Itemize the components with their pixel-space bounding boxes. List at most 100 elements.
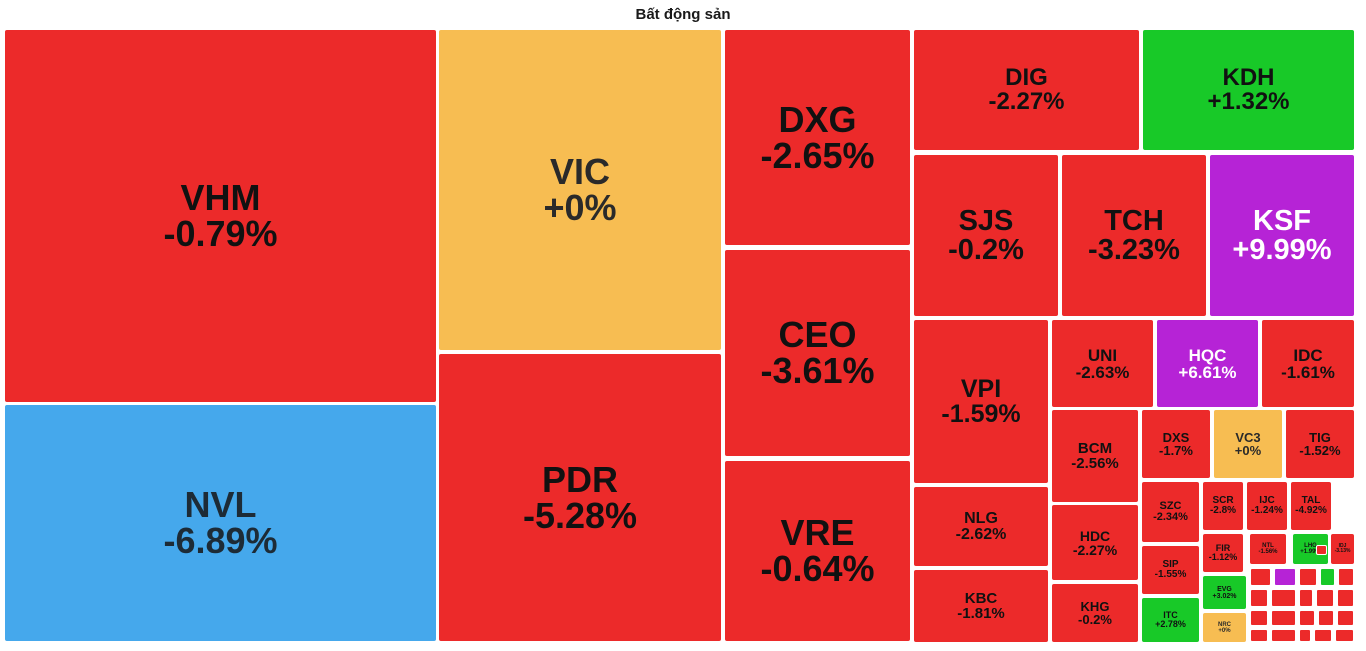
tile-change: -1.24%	[1251, 505, 1283, 516]
tile-ntl[interactable]: NTL -1.56%	[1250, 534, 1286, 564]
minor-tile[interactable]	[1299, 589, 1313, 607]
minor-tile[interactable]	[1250, 589, 1268, 607]
tile-sjs[interactable]: SJS -0.2%	[914, 155, 1058, 316]
tile-hdc[interactable]: HDC -2.27%	[1052, 505, 1138, 580]
tile-change: -1.55%	[1154, 569, 1187, 580]
tile-ticker: IDJ	[1338, 543, 1347, 549]
tile-change: +2.78%	[1155, 619, 1186, 629]
tile-nlg[interactable]: NLG -2.62%	[914, 487, 1048, 566]
tile-vhm[interactable]: VHM -0.79%	[5, 30, 436, 402]
tile-ticker: TAL	[1301, 495, 1321, 506]
tile-change: +9.99%	[1232, 233, 1332, 266]
tile-hqc[interactable]: HQC +6.61%	[1157, 320, 1258, 407]
tile-ticker: UNI	[1087, 345, 1118, 365]
tile-change: -2.62%	[955, 525, 1007, 543]
tile-idj[interactable]: IDJ -3.13%	[1331, 534, 1354, 564]
tile-szc[interactable]: SZC -2.34%	[1142, 482, 1199, 542]
minor-tile[interactable]	[1299, 629, 1311, 642]
tile-ticker: NLG	[964, 509, 998, 527]
tile-vic[interactable]: VIC +0%	[439, 30, 721, 350]
tile-ticker: TCH	[1104, 204, 1164, 237]
minor-tile[interactable]	[1316, 545, 1327, 555]
minor-tile[interactable]	[1335, 629, 1354, 642]
tile-ticker: VRE	[780, 512, 855, 553]
tile-vc3[interactable]: VC3 +0%	[1214, 410, 1282, 478]
tile-ceo[interactable]: CEO -3.61%	[725, 250, 910, 456]
tile-ticker: DXG	[778, 98, 857, 140]
tile-change: +0%	[543, 187, 617, 228]
tile-ticker: NVL	[184, 484, 257, 525]
tile-ticker: KHG	[1080, 599, 1110, 614]
tile-dig[interactable]: DIG -2.27%	[914, 30, 1139, 150]
tile-scr[interactable]: SCR -2.8%	[1203, 482, 1243, 530]
minor-tile[interactable]	[1271, 629, 1296, 642]
tile-bcm[interactable]: BCM -2.56%	[1052, 410, 1138, 502]
tile-kdh[interactable]: KDH +1.32%	[1143, 30, 1354, 150]
tile-tch[interactable]: TCH -3.23%	[1062, 155, 1206, 316]
minor-tile[interactable]	[1274, 568, 1296, 586]
tile-ticker: DXS	[1162, 430, 1190, 445]
tile-change: -2.65%	[760, 134, 875, 176]
minor-tile[interactable]	[1299, 568, 1317, 586]
tile-vre[interactable]: VRE -0.64%	[725, 461, 910, 641]
tile-sip[interactable]: SIP -1.55%	[1142, 546, 1199, 594]
tile-ticker: KSF	[1253, 204, 1311, 237]
tile-tig[interactable]: TIG -1.52%	[1286, 410, 1354, 478]
minor-tile[interactable]	[1271, 589, 1296, 607]
tile-change: -2.27%	[988, 88, 1065, 115]
minor-tile[interactable]	[1337, 610, 1354, 626]
tile-ticker: NTL	[1262, 543, 1274, 549]
tile-ticker: KBC	[964, 590, 998, 607]
tile-change: -0.2%	[1078, 612, 1112, 627]
tile-khg[interactable]: KHG -0.2%	[1052, 584, 1138, 642]
minor-tile[interactable]	[1250, 568, 1271, 586]
minor-tile[interactable]	[1338, 568, 1354, 586]
tile-change: -1.12%	[1208, 552, 1238, 562]
tile-fir[interactable]: FIR -1.12%	[1203, 534, 1243, 572]
tile-ticker: LHG	[1304, 543, 1317, 549]
minor-tile[interactable]	[1299, 610, 1315, 626]
tile-change: +1.99%	[1300, 549, 1321, 555]
tile-nvl[interactable]: NVL -6.89%	[5, 405, 436, 641]
tile-vpi[interactable]: VPI -1.59%	[914, 320, 1048, 483]
tile-ticker: SZC	[1159, 500, 1182, 512]
tile-ticker: HQC	[1188, 345, 1227, 365]
minor-tile[interactable]	[1337, 589, 1354, 607]
tile-change: -0.64%	[760, 548, 875, 589]
tile-dxg[interactable]: DXG -2.65%	[725, 30, 910, 245]
tile-change: -1.56%	[1258, 549, 1278, 555]
tile-change: -3.13%	[1334, 548, 1351, 554]
tile-dxs[interactable]: DXS -1.7%	[1142, 410, 1210, 478]
tile-ticker: CEO	[778, 314, 857, 355]
tile-itc[interactable]: ITC +2.78%	[1142, 598, 1199, 642]
tile-idc[interactable]: IDC -1.61%	[1262, 320, 1354, 407]
tile-uni[interactable]: UNI -2.63%	[1052, 320, 1153, 407]
minor-tile[interactable]	[1271, 610, 1296, 626]
tile-change: -4.92%	[1295, 505, 1327, 516]
tile-pdr[interactable]: PDR -5.28%	[439, 354, 721, 641]
minor-tile[interactable]	[1320, 568, 1335, 586]
tile-change: -3.61%	[760, 350, 875, 391]
tile-change: -2.34%	[1153, 511, 1188, 523]
minor-tile[interactable]	[1314, 629, 1332, 642]
tile-change: -1.7%	[1159, 443, 1193, 458]
minor-tile[interactable]	[1318, 610, 1334, 626]
tile-change: -1.59%	[941, 399, 1021, 428]
tile-change: +6.61%	[1178, 362, 1237, 382]
tile-change: +3.02%	[1212, 592, 1237, 600]
tile-change: -1.52%	[1299, 443, 1341, 458]
tile-ticker: IJC	[1259, 495, 1275, 506]
tile-ksf[interactable]: KSF +9.99%	[1210, 155, 1354, 316]
tile-change: -1.81%	[957, 605, 1005, 622]
tile-change: -2.27%	[1072, 541, 1118, 558]
tile-ticker: ITC	[1163, 610, 1178, 620]
tile-kbc[interactable]: KBC -1.81%	[914, 570, 1048, 642]
tile-tal[interactable]: TAL -4.92%	[1291, 482, 1331, 530]
minor-tile[interactable]	[1250, 629, 1268, 642]
tile-evg[interactable]: EVG +3.02%	[1203, 576, 1246, 609]
minor-tile[interactable]	[1316, 589, 1334, 607]
tile-nrc[interactable]: NRC +0%	[1203, 613, 1246, 642]
tile-ijc[interactable]: IJC -1.24%	[1247, 482, 1287, 530]
minor-tile[interactable]	[1250, 610, 1268, 626]
